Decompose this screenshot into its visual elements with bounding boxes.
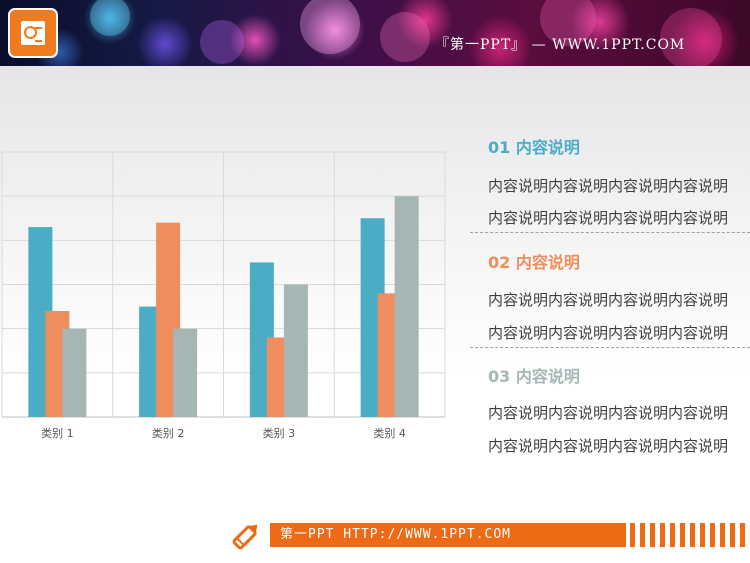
bokeh-decoration xyxy=(380,12,430,62)
category-label: 类别 3 xyxy=(263,426,296,440)
section-1-line-2: 内容说明内容说明内容说明内容说明 xyxy=(488,209,729,227)
header-banner: 『第一PPT』 — WWW.1PPT.COM xyxy=(0,0,750,66)
pencil-icon xyxy=(232,524,258,550)
footer-stripe xyxy=(730,523,735,547)
section-3-line-2: 内容说明内容说明内容说明内容说明 xyxy=(488,437,729,455)
bokeh-decoration xyxy=(540,0,596,46)
bokeh-decoration xyxy=(300,0,360,54)
presentation-icon xyxy=(21,21,45,45)
category-label: 类别 2 xyxy=(152,426,185,440)
bar-series-3-category-2 xyxy=(173,328,198,417)
footer-stripe xyxy=(660,523,665,547)
bokeh-decoration xyxy=(660,8,722,66)
category-label: 类别 4 xyxy=(373,426,406,440)
bar-series-3-category-1 xyxy=(62,328,87,417)
footer-stripe xyxy=(690,523,695,547)
category-label: 类别 1 xyxy=(41,426,74,440)
section-2-line-2: 内容说明内容说明内容说明内容说明 xyxy=(488,324,729,342)
bokeh-decoration xyxy=(90,0,130,36)
section-divider xyxy=(470,347,750,348)
footer-stripes xyxy=(630,523,750,547)
bokeh-decoration xyxy=(200,20,244,64)
footer-stripe xyxy=(630,523,635,547)
section-2-line-1: 内容说明内容说明内容说明内容说明 xyxy=(488,291,729,309)
footer-stripe xyxy=(710,523,715,547)
footer-stripe xyxy=(680,523,685,547)
section-3-line-1: 内容说明内容说明内容说明内容说明 xyxy=(488,404,729,422)
footer-link-bar[interactable]: 第一PPT HTTP://WWW.1PPT.COM xyxy=(270,523,626,547)
bar-series-3-category-3 xyxy=(283,284,308,417)
section-divider xyxy=(470,232,750,233)
footer-stripe xyxy=(720,523,725,547)
header-title: 『第一PPT』 — WWW.1PPT.COM xyxy=(435,37,686,53)
logo xyxy=(8,8,58,58)
footer-stripe xyxy=(670,523,675,547)
bar-chart: 类别 1 类别 2 类别 3 类别 4 xyxy=(0,140,470,460)
bar-chart-svg: 类别 1 类别 2 类别 3 类别 4 xyxy=(1,151,446,440)
footer-stripe xyxy=(740,523,745,547)
section-3-heading: 03 内容说明 xyxy=(488,367,580,386)
section-1-line-1: 内容说明内容说明内容说明内容说明 xyxy=(488,177,729,195)
section-1-heading: 01 内容说明 xyxy=(488,138,580,157)
bar-series-3-category-4 xyxy=(394,196,419,417)
footer-stripe xyxy=(640,523,645,547)
section-2-heading: 02 内容说明 xyxy=(488,253,580,272)
footer-stripe xyxy=(700,523,705,547)
footer-stripe xyxy=(650,523,655,547)
